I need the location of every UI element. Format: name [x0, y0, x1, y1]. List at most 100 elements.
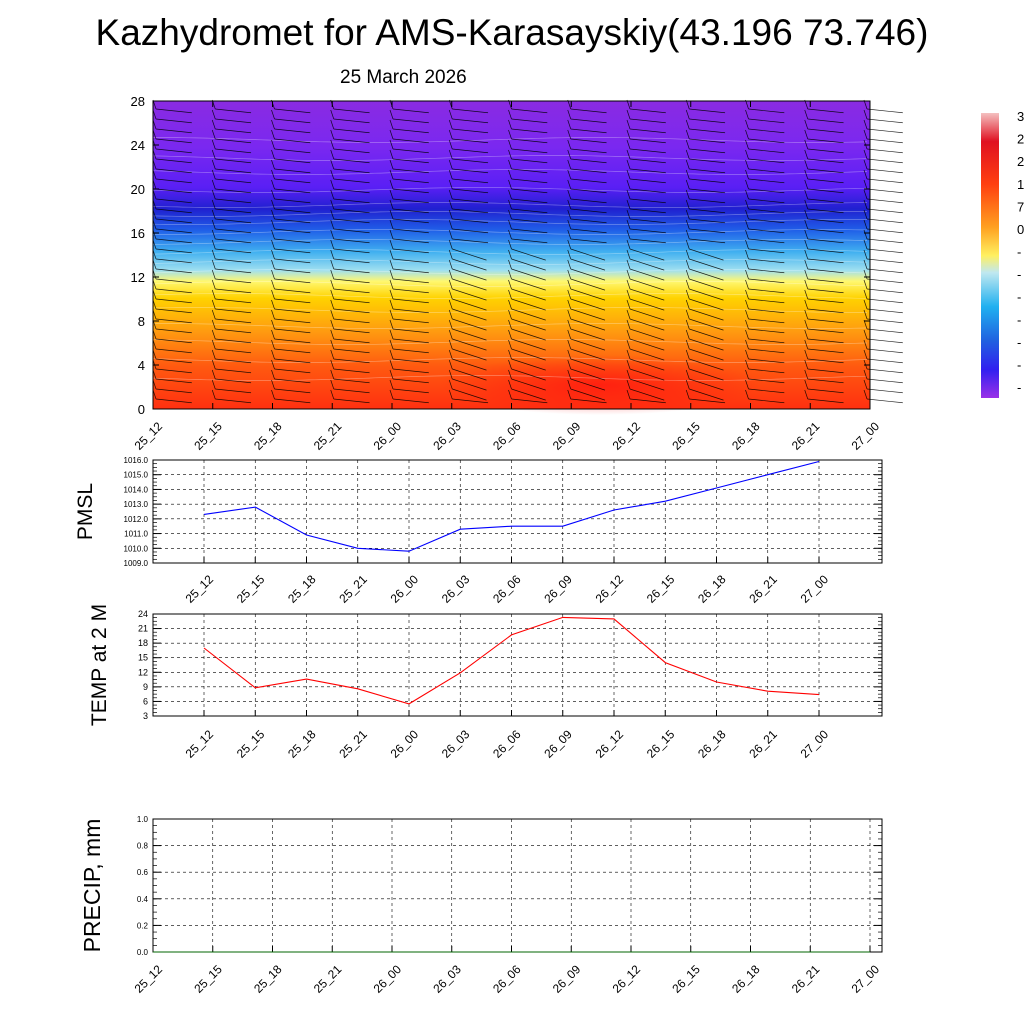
wind-barb: [215, 228, 252, 234]
wind-barb: [392, 158, 429, 164]
wind-barb-flag: [448, 339, 453, 350]
wind-barb-flag: [448, 379, 453, 390]
wind-barb: [452, 248, 487, 261]
wind-barb-flag: [211, 339, 216, 350]
wind-barb: [807, 228, 844, 234]
wind-barb-flag: [567, 279, 572, 290]
contour-line: [152, 339, 868, 345]
wind-barb-flag: [626, 159, 631, 170]
wind-barb: [629, 288, 665, 301]
wind-barb: [511, 118, 548, 124]
wind-barb: [807, 218, 844, 224]
y-tick-label: 21: [138, 624, 148, 634]
wind-barb: [452, 118, 489, 124]
wind-barb: [155, 228, 192, 234]
wind-barb-flag: [626, 189, 631, 200]
wind-barb: [155, 348, 192, 354]
wind-barb-flag: [567, 159, 572, 170]
wind-barb-flag: [745, 359, 749, 370]
wind-barb: [807, 188, 844, 194]
wind-barb: [807, 358, 844, 364]
x-tick-label: 26_00: [371, 419, 405, 453]
wind-barb-flag: [330, 139, 335, 150]
wind-barb: [511, 398, 548, 404]
wind-barb: [511, 128, 548, 134]
wind-barb: [511, 178, 548, 184]
wind-barb: [570, 388, 606, 401]
wind-barb: [274, 258, 311, 264]
wind-barb: [866, 268, 903, 274]
wind-barb-flag: [330, 339, 335, 350]
colorbar-label: 1: [1017, 177, 1024, 192]
wind-barb: [570, 398, 607, 404]
wind-barb-flag: [567, 229, 572, 240]
wind-barb: [807, 198, 844, 204]
y-tick-label: 1014.0: [124, 485, 149, 494]
wind-barb-flag: [211, 149, 216, 160]
wind-barb: [689, 328, 724, 341]
wind-barb: [452, 258, 487, 271]
wind-barb-flag: [626, 299, 631, 310]
wind-barb: [866, 358, 903, 364]
wind-barb: [866, 398, 903, 404]
wind-barb-flag: [508, 309, 512, 320]
wind-barb-flag: [567, 239, 572, 250]
y-tick-label: 1010.0: [124, 544, 149, 553]
wind-barb: [629, 218, 666, 224]
wind-barb-flag: [271, 169, 275, 180]
wind-barb-flag: [804, 149, 809, 160]
colorbar-label: -: [1017, 335, 1021, 350]
wind-barb: [570, 368, 606, 381]
wind-barb-flag: [330, 119, 335, 130]
wind-barb: [392, 248, 429, 254]
y-tick-label: 6: [143, 696, 148, 706]
wind-barb-flag: [567, 179, 572, 190]
wind-barb-flag: [330, 209, 335, 220]
wind-barb: [748, 368, 785, 374]
wind-barb: [689, 358, 724, 371]
wind-barb-flag: [567, 249, 572, 260]
wind-barb-flag: [211, 279, 216, 290]
wind-barb-flag: [448, 119, 453, 130]
wind-barb: [570, 228, 607, 234]
wind-barb: [866, 148, 903, 154]
wind-barb-flag: [508, 299, 512, 310]
x-tick-label: 25_18: [285, 572, 319, 606]
wind-barb: [215, 378, 252, 384]
wind-barb: [807, 348, 844, 354]
wind-barb-flag: [804, 129, 809, 140]
wind-barb-flag: [389, 229, 394, 240]
wind-barb-flag: [389, 299, 394, 310]
wind-barb-flag: [626, 219, 631, 230]
colorbar-label: 0: [1017, 222, 1024, 237]
wind-barb-flag: [448, 369, 453, 380]
wind-barb: [629, 398, 666, 404]
wind-barb-flag: [804, 349, 809, 360]
wind-barb: [155, 128, 192, 134]
contour-line: [152, 211, 867, 217]
wind-barb-flag: [863, 279, 868, 290]
wind-barb-flag: [389, 249, 394, 260]
wind-barb: [629, 208, 666, 214]
wind-barb: [333, 168, 370, 174]
wind-barb-flag: [863, 349, 868, 360]
wind-barb-flag: [567, 199, 572, 210]
wind-barb-flag: [626, 349, 631, 360]
wind-barb-flag: [211, 109, 216, 120]
wind-barb: [689, 388, 724, 401]
x-tick-label: 25_18: [285, 727, 319, 761]
wind-barb: [629, 348, 665, 361]
wind-barb: [629, 318, 665, 331]
wind-barb: [333, 188, 370, 194]
wind-barb-flag: [685, 359, 690, 370]
wind-barb-flag: [448, 159, 453, 170]
wind-barb: [274, 398, 311, 404]
wind-barb: [748, 298, 785, 304]
wind-barb: [570, 248, 606, 261]
x-tick-label: 26_03: [439, 572, 473, 606]
wind-barb-flag: [567, 319, 572, 330]
chart-date-subtitle: 25 March 2026: [340, 67, 467, 88]
colorbar-label: -: [1017, 380, 1021, 395]
wind-barb: [748, 268, 785, 274]
wind-barb-flag: [211, 159, 216, 170]
